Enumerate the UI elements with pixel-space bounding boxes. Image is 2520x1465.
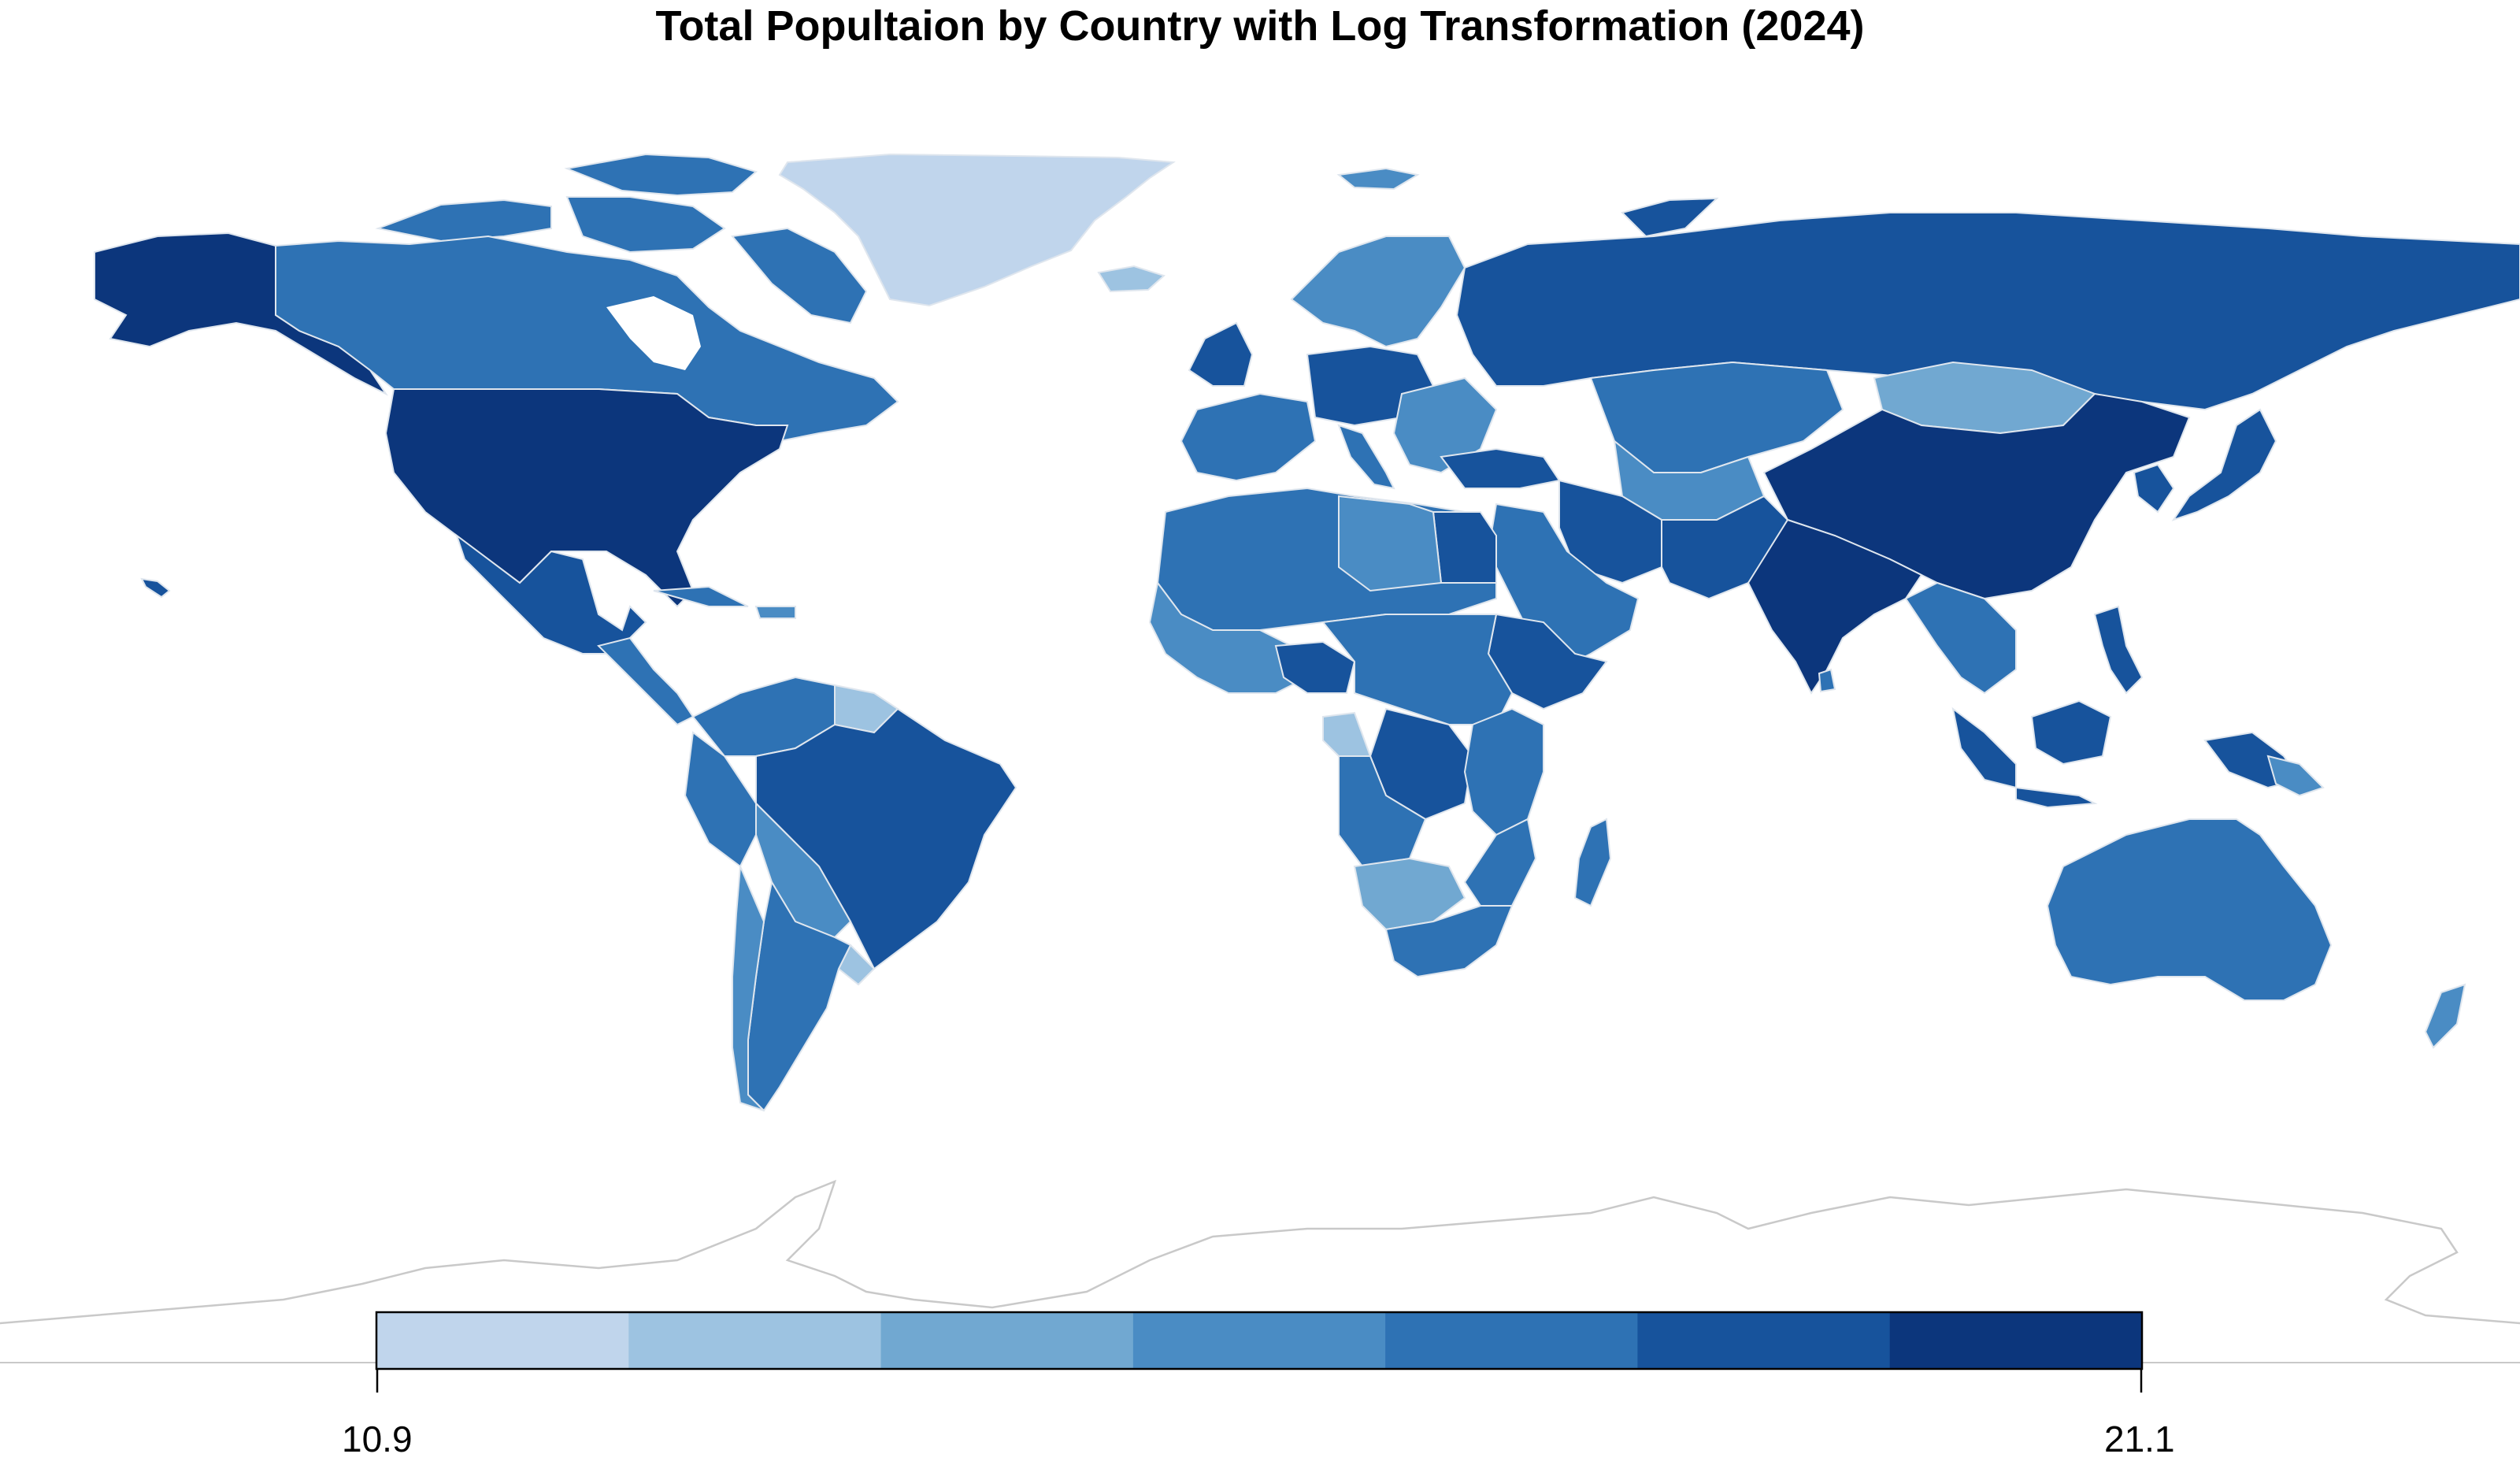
gabon-congo — [1322, 711, 1372, 757]
legend-color-bar — [376, 1312, 2143, 1369]
legend-bin-3 — [880, 1312, 1134, 1369]
legend-min-label: 10.9 — [342, 1419, 413, 1459]
mozambique — [1463, 818, 1537, 907]
legend-bin-1 — [376, 1312, 629, 1369]
hawaii — [140, 577, 171, 599]
france-iberia — [1180, 392, 1317, 482]
legend-bin-4 — [1132, 1312, 1386, 1369]
southern-africa-west — [1353, 857, 1466, 931]
legend-bin-2 — [628, 1312, 882, 1369]
canada-arctic-islands-2 — [564, 153, 758, 197]
chile — [732, 866, 765, 1111]
south-africa — [1384, 905, 1514, 978]
egypt — [1432, 511, 1497, 584]
uk-ireland — [1188, 321, 1254, 387]
peru-ecuador — [684, 731, 757, 868]
central-america — [597, 636, 695, 726]
nigeria — [1274, 640, 1356, 694]
canada — [275, 235, 899, 443]
west-africa — [1148, 580, 1309, 694]
angola — [1338, 755, 1427, 868]
iceland — [1097, 265, 1166, 293]
antarctica-outline — [0, 1179, 2520, 1325]
borneo — [2030, 699, 2112, 766]
legend-frame — [375, 1311, 2144, 1370]
sri-lanka — [1818, 668, 1836, 693]
philippines — [2093, 605, 2144, 695]
svalbard — [1336, 167, 1420, 191]
greenland — [778, 153, 1176, 307]
arabian-peninsula — [1487, 503, 1640, 671]
russia — [1455, 212, 2520, 411]
mexico — [455, 533, 647, 655]
korea — [2133, 463, 2175, 514]
legend-max-label: 21.1 — [2104, 1419, 2175, 1459]
sumatra — [1951, 707, 2017, 789]
map-title: Total Popultaion by Country with Log Tra… — [655, 2, 1865, 50]
japan — [2171, 408, 2277, 521]
libya — [1338, 495, 1443, 592]
legend-bin-5 — [1385, 1312, 1638, 1369]
east-africa — [1463, 707, 1544, 836]
india — [1747, 518, 1923, 695]
scandinavia — [1290, 236, 1466, 348]
legend-bin-7 — [1889, 1312, 2143, 1369]
countries — [94, 153, 2520, 1112]
cuba — [653, 585, 749, 607]
papua-new-guinea — [2266, 755, 2325, 797]
southeast-asia — [1904, 581, 2017, 695]
java — [2015, 786, 2098, 809]
legend-bin-6 — [1637, 1312, 1891, 1369]
baffin-island — [731, 227, 868, 325]
united-states — [384, 388, 789, 608]
turkey — [1440, 447, 1561, 489]
hudson-bay — [606, 296, 701, 370]
canada-arctic-islands-3 — [565, 196, 726, 254]
italy — [1337, 424, 1395, 490]
new-zealand — [2424, 983, 2466, 1049]
hispaniola — [754, 606, 796, 619]
iran — [1558, 479, 1662, 584]
madagascar — [1573, 818, 1612, 907]
australia — [2046, 818, 2333, 1001]
canada-arctic-islands — [375, 198, 552, 243]
novaya-zemlya — [1621, 197, 1719, 238]
central-africa — [1321, 614, 1514, 725]
